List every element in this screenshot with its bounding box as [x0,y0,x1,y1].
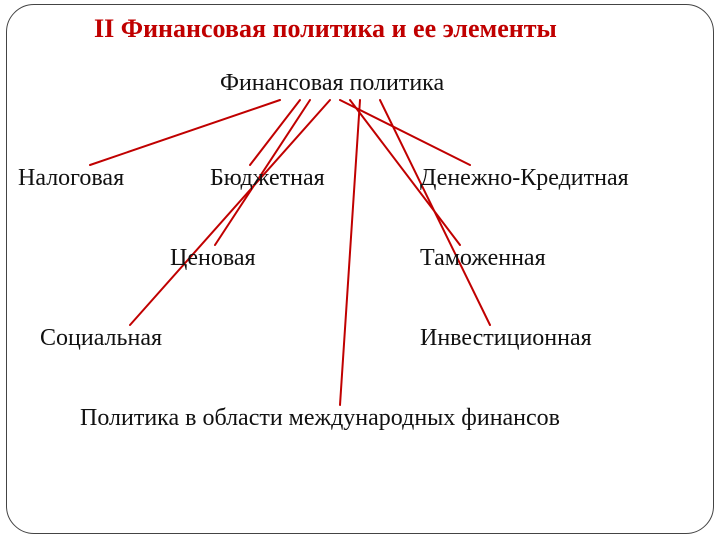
node-customs: Таможенная [420,245,546,272]
node-invest: Инвестиционная [420,325,592,352]
node-budget: Бюджетная [210,165,325,192]
node-social: Социальная [40,325,162,352]
node-monetary: Денежно-Кредитная [420,165,629,192]
node-intl: Политика в области международных финансо… [80,405,560,432]
node-tax: Налоговая [18,165,124,192]
node-price: Ценовая [170,245,256,272]
slide: II Финансовая политика и ее элементы Фин… [0,0,720,540]
root-node: Финансовая политика [220,70,444,97]
slide-title: II Финансовая политика и ее элементы [94,14,557,44]
